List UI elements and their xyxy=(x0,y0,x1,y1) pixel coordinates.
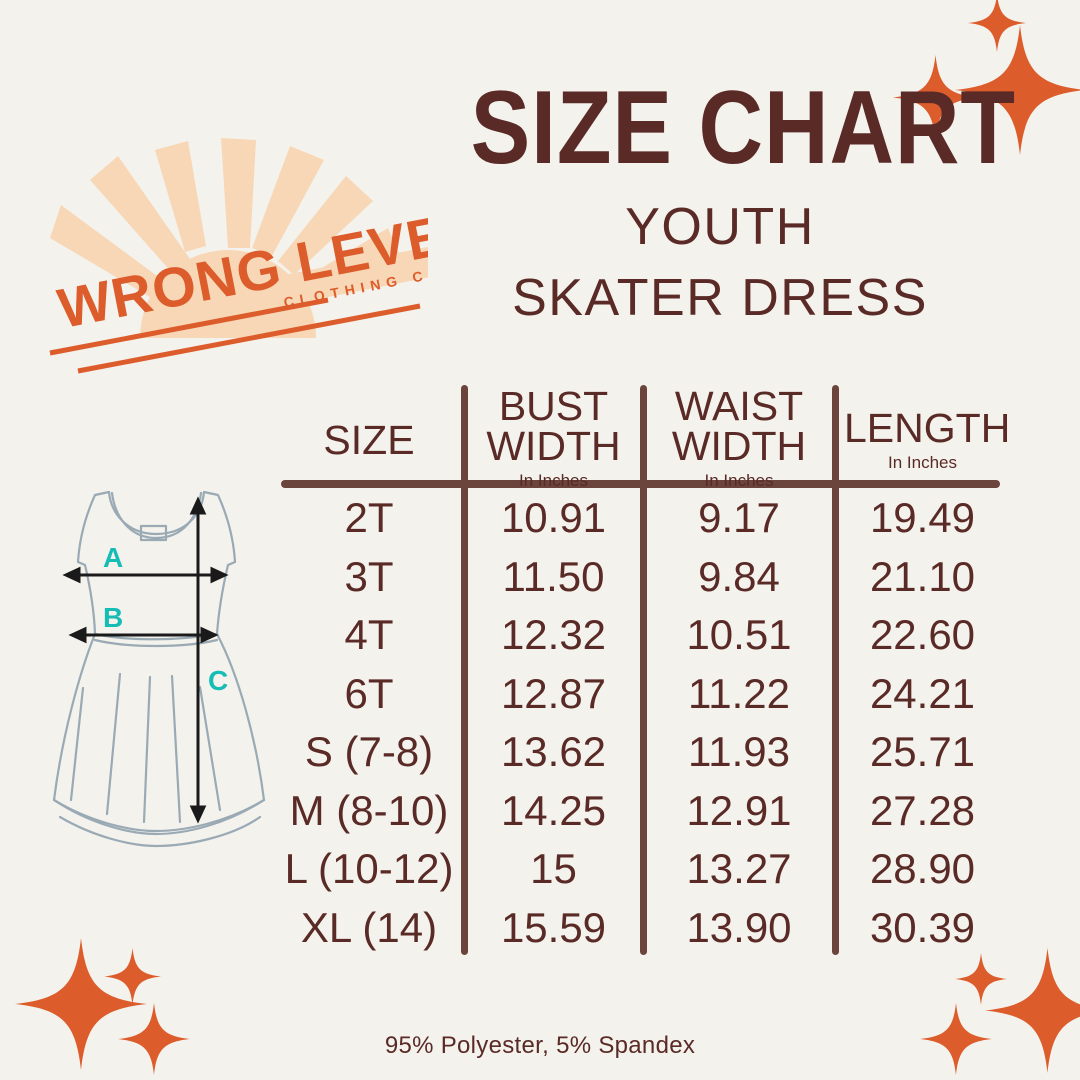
table-cell-waist: 12.91 xyxy=(686,786,792,834)
page-title: SIZE CHART xyxy=(470,70,1016,186)
table-cell-bust: 11.50 xyxy=(502,552,605,600)
header-divider xyxy=(281,480,1000,488)
table-cell-waist: 9.17 xyxy=(698,494,780,541)
header-label: SIZE xyxy=(323,417,415,463)
tagline-highlight xyxy=(265,247,428,308)
measurement-label-a: A xyxy=(103,542,123,573)
table-cell-size: 3T xyxy=(344,552,394,600)
page-header: SIZE CHART YOUTH SKATER DRESS xyxy=(430,70,1016,331)
dress-outline xyxy=(52,490,266,848)
table-cell-bust: 13.62 xyxy=(500,728,607,775)
dress-diagram: A B C xyxy=(52,490,266,848)
table-cell-size: M (8-10) xyxy=(289,786,449,834)
table-cell-waist: 10.51 xyxy=(686,611,792,658)
sparkle-icon xyxy=(968,0,1026,52)
page-subtitle-product: SKATER DRESS xyxy=(512,269,928,328)
column-divider-1 xyxy=(461,385,468,955)
sparkle-icon xyxy=(104,948,161,1005)
table-cell-length: 27.28 xyxy=(869,786,976,834)
table-cell-bust: 15 xyxy=(530,845,577,892)
column-divider-2 xyxy=(640,385,647,955)
table-cell-size: 6T xyxy=(344,669,394,717)
table-header-length: LENGTH In Inches xyxy=(844,405,1011,473)
measurement-label-c: C xyxy=(208,665,228,696)
column-divider-3 xyxy=(832,385,839,955)
table-cell-bust: 12.87 xyxy=(500,669,607,717)
sunburst-rays xyxy=(50,138,403,303)
table-cell-length: 21.10 xyxy=(869,552,976,600)
table-cell-length: 22.60 xyxy=(869,611,976,658)
table-cell-size: 2T xyxy=(344,494,394,541)
sparkle-icon xyxy=(955,953,1007,1005)
table-cell-bust: 10.91 xyxy=(500,494,607,541)
table-cell-waist: 11.22 xyxy=(688,669,790,717)
table-cell-size: S (7-8) xyxy=(304,728,434,775)
header-label: WAIST WIDTH xyxy=(671,383,807,470)
header-label: BUST WIDTH xyxy=(486,383,621,470)
table-cell-length: 30.39 xyxy=(869,903,976,951)
table-cell-waist: 13.90 xyxy=(686,903,792,951)
table-cell-size: 4T xyxy=(344,611,394,658)
measurement-label-b: B xyxy=(103,602,123,633)
table-cell-bust: 15.59 xyxy=(500,903,607,951)
table-header-size: SIZE xyxy=(281,417,457,463)
logo-underline xyxy=(49,297,421,374)
table-cell-bust: 12.32 xyxy=(500,611,607,658)
table-cell-length: 24.21 xyxy=(869,669,976,717)
measurement-arrows xyxy=(62,496,229,824)
table-cell-length: 28.90 xyxy=(869,845,976,892)
table-cell-bust: 14.25 xyxy=(500,786,607,834)
table-cell-length: 19.49 xyxy=(869,494,976,541)
table-cell-waist: 11.93 xyxy=(688,728,790,775)
header-units: In Inches xyxy=(519,471,588,491)
size-chart-table: SIZE BUST WIDTH In Inches WAIST WIDTH In I… xyxy=(281,380,1011,960)
table-cell-length: 25.71 xyxy=(869,728,976,775)
header-units: In Inches xyxy=(888,453,957,473)
table-header-bust-width: BUST WIDTH In Inches xyxy=(471,383,636,491)
table-cell-size: XL (14) xyxy=(300,903,438,951)
table-cell-waist: 13.27 xyxy=(686,845,792,892)
table-cell-waist: 9.84 xyxy=(698,552,780,600)
page-subtitle-category: YOUTH xyxy=(625,197,815,256)
brand-logo: WRONG LEVER CLOTHING COMPANY xyxy=(49,138,428,374)
table-header-waist-width: WAIST WIDTH In Inches xyxy=(651,383,827,491)
material-footnote: 95% Polyester, 5% Spandex xyxy=(384,1032,696,1059)
sun-semicircle xyxy=(140,250,316,338)
table-cell-size: L (10-12) xyxy=(284,845,454,892)
header-units: In Inches xyxy=(704,471,774,491)
header-label: LENGTH xyxy=(844,405,1011,451)
